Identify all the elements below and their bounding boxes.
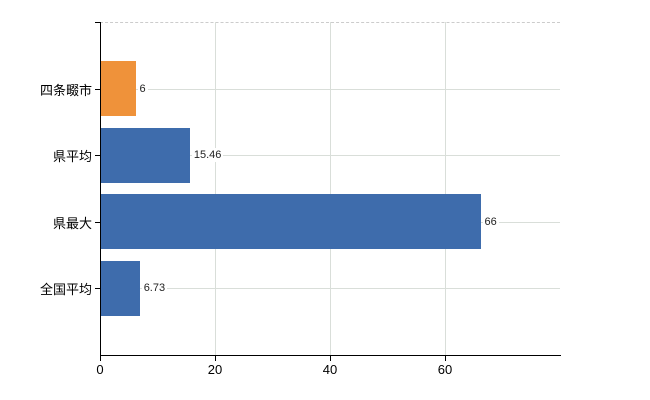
gridline-horizontal bbox=[100, 88, 560, 90]
x-axis-tick bbox=[445, 356, 446, 361]
bar bbox=[101, 260, 140, 316]
y-axis-tick bbox=[95, 288, 100, 290]
y-axis-tick bbox=[95, 22, 100, 23]
bar bbox=[101, 61, 136, 117]
x-tick-label: 60 bbox=[437, 362, 453, 377]
y-axis-tick bbox=[95, 221, 100, 223]
bar bbox=[101, 127, 190, 183]
value-label: 66 bbox=[482, 214, 499, 229]
value-label: 15.46 bbox=[191, 148, 224, 163]
category-label: 四条畷市 bbox=[39, 82, 92, 98]
gridline-vertical bbox=[445, 22, 446, 355]
x-axis-tick bbox=[330, 356, 331, 361]
gridline-horizontal bbox=[100, 155, 560, 157]
category-label: 県最大 bbox=[52, 215, 92, 231]
x-axis-tick bbox=[100, 356, 101, 361]
bar bbox=[101, 194, 481, 250]
y-axis-line bbox=[100, 22, 101, 356]
gridline-vertical bbox=[330, 22, 331, 355]
x-axis-tick bbox=[215, 356, 216, 361]
x-tick-label: 40 bbox=[322, 362, 338, 377]
category-label: 全国平均 bbox=[39, 282, 92, 298]
x-tick-label: 20 bbox=[207, 362, 223, 377]
y-axis-tick bbox=[95, 155, 100, 157]
gridline-vertical bbox=[215, 22, 216, 355]
category-label: 県平均 bbox=[52, 149, 92, 165]
gridline-horizontal bbox=[100, 288, 560, 290]
value-label: 6 bbox=[137, 81, 148, 96]
value-label: 6.73 bbox=[141, 281, 168, 296]
x-tick-label: 0 bbox=[96, 362, 104, 377]
x-axis-line bbox=[100, 355, 561, 356]
y-axis-tick bbox=[95, 88, 100, 90]
